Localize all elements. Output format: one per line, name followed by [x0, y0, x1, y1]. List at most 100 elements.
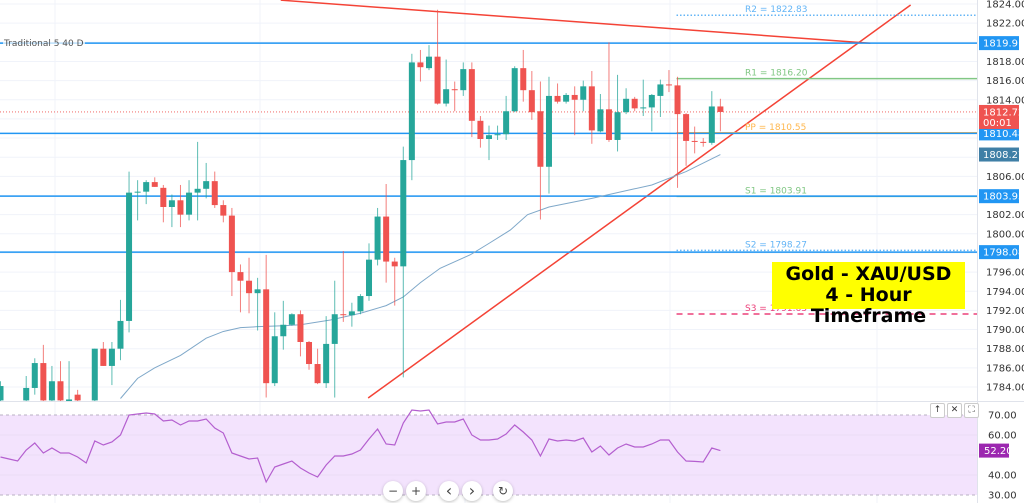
candle-body — [100, 348, 107, 366]
candle-body — [220, 205, 227, 216]
price-pane: R2 = 1822.83 R1 = 1816.20 PP = 1810.55 S1 =… — [0, 0, 977, 401]
candle — [571, 86, 578, 136]
candle-body — [117, 320, 124, 349]
pivot-label-s2: S2 = 1798.27 — [745, 240, 807, 250]
candle — [280, 300, 287, 350]
candle — [288, 313, 295, 326]
candle — [314, 348, 321, 385]
candle — [391, 257, 398, 306]
level-price-badge: 1798.086 — [983, 248, 1024, 259]
candle — [57, 361, 64, 401]
price-axis-tick: 1822.000 — [986, 19, 1024, 30]
candle — [408, 53, 415, 181]
candle-body — [537, 111, 544, 167]
reset-chart-button[interactable]: ↻ — [493, 481, 513, 501]
candle-body — [280, 324, 287, 337]
candle-body — [143, 182, 150, 192]
candle — [357, 294, 364, 315]
candle — [545, 76, 552, 194]
candle — [657, 79, 664, 117]
candle — [503, 95, 510, 140]
scroll-left-button[interactable]: ‹ — [439, 481, 459, 501]
candle — [374, 207, 381, 266]
candle-body — [460, 69, 467, 91]
maximize-pane-button[interactable]: ⛶ — [964, 403, 979, 418]
candle-body — [340, 314, 347, 316]
level-price-badge: 1819.915 — [983, 39, 1024, 50]
price-axis-tick: 1806.000 — [986, 172, 1024, 183]
candle-body — [511, 68, 518, 112]
candle-body — [640, 107, 647, 109]
candle-body — [588, 86, 595, 131]
candle-body — [503, 111, 510, 135]
rsi-axis-tick: 60.00 — [988, 431, 1017, 442]
candle — [528, 71, 535, 120]
price-axis-tick: 1790.000 — [986, 325, 1024, 336]
candle — [383, 184, 390, 283]
candle-body — [246, 280, 253, 294]
price-axis-tick: 1814.000 — [986, 95, 1024, 106]
candle-body — [271, 336, 278, 384]
candle-body — [683, 114, 690, 141]
candle-body — [74, 394, 81, 401]
candle-body — [477, 120, 484, 140]
candle — [485, 125, 492, 161]
candle — [48, 365, 55, 401]
ma-price-badge-bg — [979, 147, 1019, 162]
rsi-badge-bg — [979, 443, 1009, 458]
candle-body — [631, 98, 638, 109]
zoom-out-button[interactable]: − — [383, 481, 403, 501]
candle — [91, 348, 98, 401]
candle — [151, 177, 158, 187]
price-axis-tick: 1784.000 — [986, 383, 1024, 394]
current-price-badge-bg — [979, 104, 1019, 129]
candle — [331, 280, 338, 398]
candle-body — [203, 181, 210, 189]
candle-body — [708, 106, 715, 143]
candle-body — [331, 314, 338, 344]
candle — [74, 389, 81, 401]
price-axis-tick: 1816.000 — [986, 76, 1024, 87]
zoom-in-button[interactable]: + — [406, 481, 426, 501]
price-axis-tick: 1788.000 — [986, 344, 1024, 355]
candle-body — [31, 363, 38, 388]
level-price-badge-bg — [979, 189, 1019, 204]
candle-body — [614, 112, 621, 140]
candle-body — [426, 56, 432, 69]
candle-body — [23, 387, 30, 401]
candle — [306, 341, 313, 370]
candle — [597, 94, 604, 133]
candle-body — [623, 98, 630, 113]
candle — [31, 358, 38, 395]
candle-body — [288, 314, 295, 325]
candle-body — [434, 56, 441, 104]
candle-body — [545, 95, 552, 167]
candle-body — [66, 399, 73, 401]
level-price-badge-bg — [979, 245, 1019, 260]
candle — [537, 81, 544, 220]
candle-body — [580, 86, 587, 100]
close-pane-button[interactable]: ✕ — [947, 403, 962, 418]
candle — [443, 59, 450, 107]
candle — [691, 126, 698, 154]
current-price-badge-countdown: 00:01 — [983, 118, 1012, 129]
candle-body — [700, 141, 707, 143]
candle — [0, 381, 4, 401]
candle-body — [297, 314, 304, 342]
candle-body — [657, 84, 664, 96]
scroll-right-button[interactable]: › — [462, 481, 482, 501]
candle — [134, 180, 141, 221]
level-price-badge-bg — [979, 126, 1019, 141]
candle — [117, 299, 124, 361]
candle-body — [391, 261, 398, 267]
candle-body — [408, 62, 415, 161]
candle — [108, 341, 115, 386]
pivot-indicator-label[interactable]: Traditional 5 40 D — [3, 39, 85, 49]
candle — [640, 79, 647, 117]
candle-body — [306, 341, 313, 365]
move-pane-up-button[interactable]: ↑ — [930, 403, 945, 418]
candle — [160, 184, 167, 223]
candle-body — [571, 94, 578, 100]
candle-body — [674, 85, 681, 115]
